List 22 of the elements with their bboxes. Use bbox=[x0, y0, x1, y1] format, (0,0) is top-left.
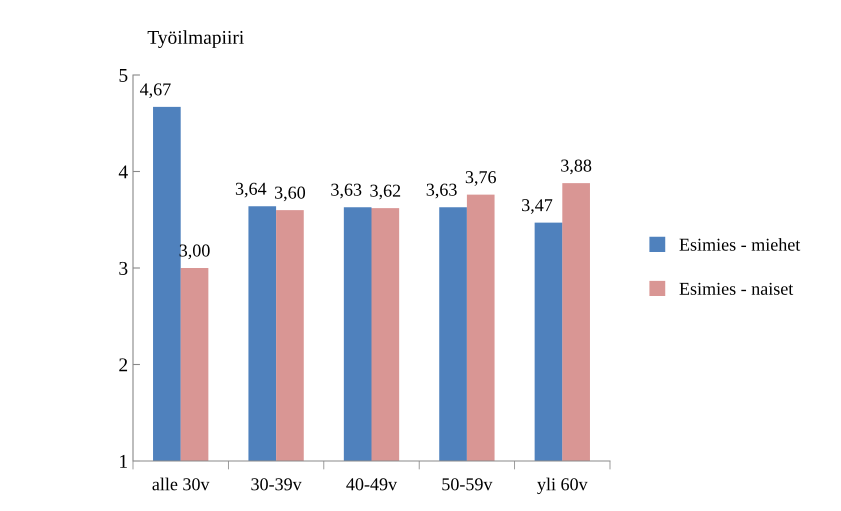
data-label: 3,62 bbox=[370, 184, 400, 200]
data-label: 3,60 bbox=[275, 186, 306, 202]
x-tick-label: 40-49v bbox=[346, 478, 398, 490]
data-label: 3,63 bbox=[426, 184, 457, 198]
y-tick-label: 3 bbox=[119, 262, 128, 275]
data-label: 3,63 bbox=[331, 184, 362, 198]
legend-label: Esimies - naiset bbox=[680, 282, 794, 295]
x-tick-label: 30-39v bbox=[251, 478, 302, 490]
x-tick-label: yli 60v bbox=[537, 478, 588, 494]
data-label: 4,67 bbox=[140, 83, 171, 98]
y-tick-label: 4 bbox=[118, 165, 128, 178]
x-tick-label: alle 30v bbox=[152, 478, 210, 490]
data-label: 3,64 bbox=[236, 182, 266, 198]
y-tick-label: 1 bbox=[120, 454, 127, 468]
chart-title: Työilmapiiri bbox=[148, 30, 244, 48]
data-label: 3,76 bbox=[466, 171, 496, 186]
x-tick-label: 50-59v bbox=[442, 478, 492, 490]
legend-label: Esimies - miehet bbox=[680, 238, 800, 251]
data-label: 3,47 bbox=[522, 199, 552, 214]
y-tick-label: 2 bbox=[119, 358, 128, 372]
y-tick-label: 5 bbox=[120, 69, 128, 82]
data-label: 3,88 bbox=[561, 160, 592, 174]
